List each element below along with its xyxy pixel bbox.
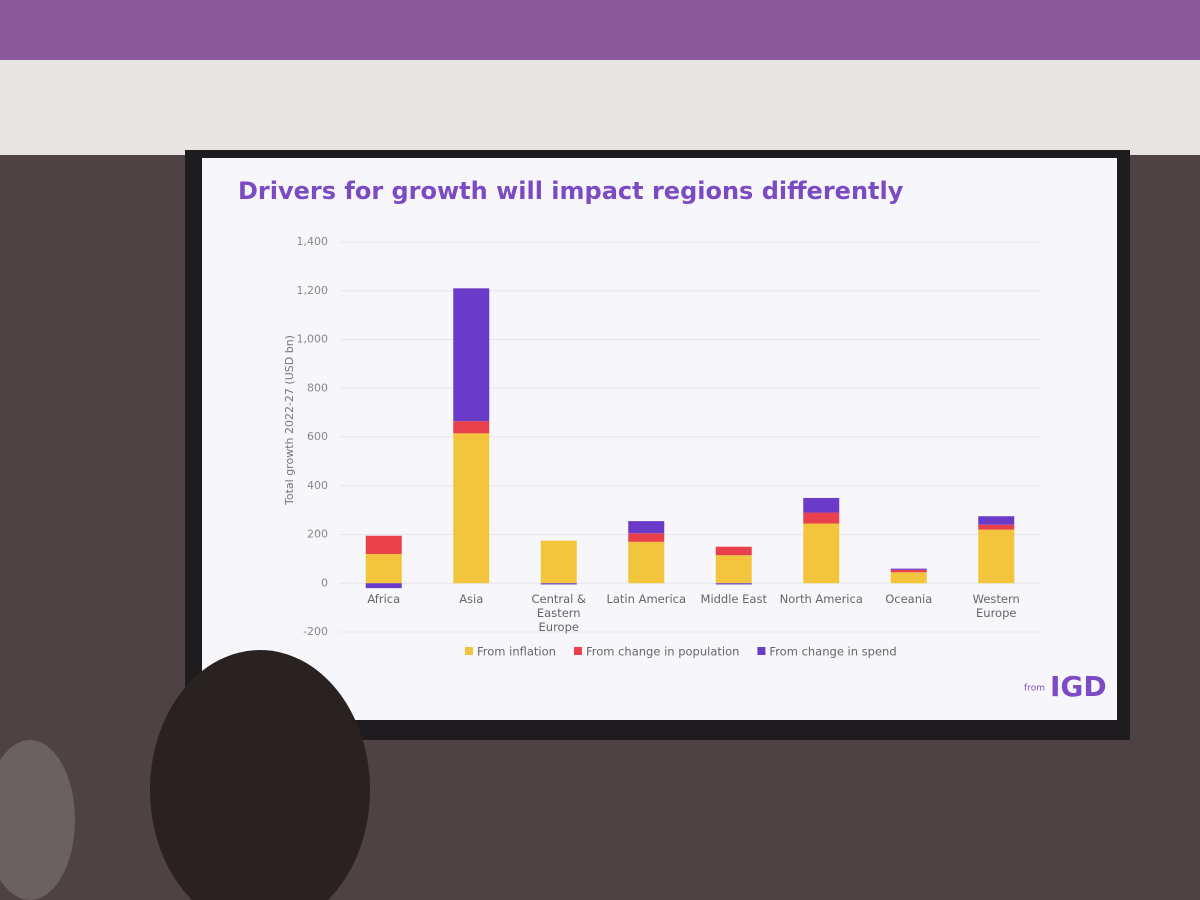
bar-segment <box>803 523 840 584</box>
ceiling <box>0 0 1200 60</box>
ceiling-trim <box>0 60 1200 155</box>
legend-swatch <box>757 647 766 655</box>
y-tick-label: 1,000 <box>297 333 329 346</box>
bar-segment <box>365 535 402 554</box>
y-tick-label: -200 <box>303 625 328 638</box>
legend-label: From inflation <box>477 645 556 659</box>
audience-head <box>0 740 75 900</box>
bar-segment <box>453 288 490 422</box>
bar-segment <box>540 540 577 584</box>
chart-title: Drivers for growth will impact regions d… <box>238 177 904 205</box>
bar-segment <box>978 529 1015 584</box>
y-tick-label: 0 <box>321 576 328 589</box>
legend-swatch <box>465 647 473 655</box>
bar-segment <box>628 541 665 584</box>
bar-segment <box>715 546 752 556</box>
x-tick-label: Central & Eastern Europe <box>531 592 587 635</box>
bar-segment <box>453 433 490 584</box>
legend-swatch <box>573 647 582 655</box>
bar-segment <box>978 524 1015 530</box>
audience-head <box>150 650 370 900</box>
bar-segment <box>803 497 840 513</box>
slide <box>202 158 1117 720</box>
y-tick-label: 1,200 <box>297 284 329 297</box>
y-tick-label: 200 <box>307 528 328 541</box>
bar-segment <box>453 421 490 434</box>
x-tick-label: Latin America <box>606 592 687 607</box>
bar-segment <box>890 569 927 573</box>
bar-segment <box>628 521 665 534</box>
bar-segment <box>628 533 665 542</box>
x-tick-label: Middle East <box>700 592 767 607</box>
bar-segment <box>978 516 1015 525</box>
bar-segment <box>803 512 840 524</box>
y-tick-label: 400 <box>307 479 328 492</box>
y-tick-label: 1,400 <box>297 235 329 248</box>
y-tick-label: 800 <box>307 381 328 394</box>
bar-segment <box>715 583 752 585</box>
legend-label: From change in spend <box>769 645 896 659</box>
x-tick-label: North America <box>779 592 863 607</box>
bar-segment <box>365 554 402 584</box>
x-tick-label: Western Europe <box>972 592 1020 621</box>
x-tick-label: Asia <box>459 592 484 607</box>
x-tick-label: Africa <box>367 592 401 607</box>
bar-segment <box>890 572 927 584</box>
y-tick-label: 600 <box>307 430 328 443</box>
bar-segment <box>365 583 402 589</box>
y-axis-label: Total growth 2022-27 (USD bn) <box>283 335 296 506</box>
logo: IGD <box>1050 670 1107 703</box>
legend-label: From change in population <box>586 645 739 659</box>
bar-segment <box>890 568 927 570</box>
bar-segment <box>540 583 577 585</box>
bar-segment <box>715 555 752 584</box>
logo-prefix: from <box>1024 684 1045 694</box>
x-tick-label: Oceania <box>885 592 933 607</box>
